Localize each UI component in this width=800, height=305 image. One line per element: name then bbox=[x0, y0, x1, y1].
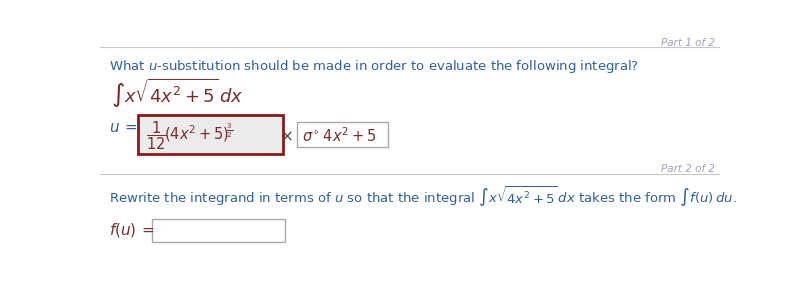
Text: $\times$: $\times$ bbox=[281, 128, 293, 143]
Text: Rewrite the integrand in terms of $u$ so that the integral $\int x\sqrt{4x^2+5}\: Rewrite the integrand in terms of $u$ so… bbox=[110, 185, 737, 209]
Text: Part 2 of 2: Part 2 of 2 bbox=[661, 164, 714, 174]
Text: $f(u)\,=$: $f(u)\,=$ bbox=[110, 221, 155, 239]
FancyBboxPatch shape bbox=[152, 219, 286, 242]
Text: What $u$-substitution should be made in order to evaluate the following integral: What $u$-substitution should be made in … bbox=[110, 58, 639, 75]
Text: $\dfrac{1}{12}\!\left(4x^2+5\right)^{\!\frac{3}{2}}$: $\dfrac{1}{12}\!\left(4x^2+5\right)^{\!\… bbox=[146, 120, 234, 152]
Text: $\int x\sqrt{4x^2+5}\,dx$: $\int x\sqrt{4x^2+5}\,dx$ bbox=[111, 77, 243, 110]
Text: Part 1 of 2: Part 1 of 2 bbox=[661, 38, 714, 48]
Text: $\sigma^{\circ}\;4x^2+5$: $\sigma^{\circ}\;4x^2+5$ bbox=[302, 126, 376, 145]
FancyBboxPatch shape bbox=[138, 115, 283, 154]
FancyBboxPatch shape bbox=[297, 122, 387, 147]
Text: $u\,=$: $u\,=$ bbox=[110, 120, 138, 135]
